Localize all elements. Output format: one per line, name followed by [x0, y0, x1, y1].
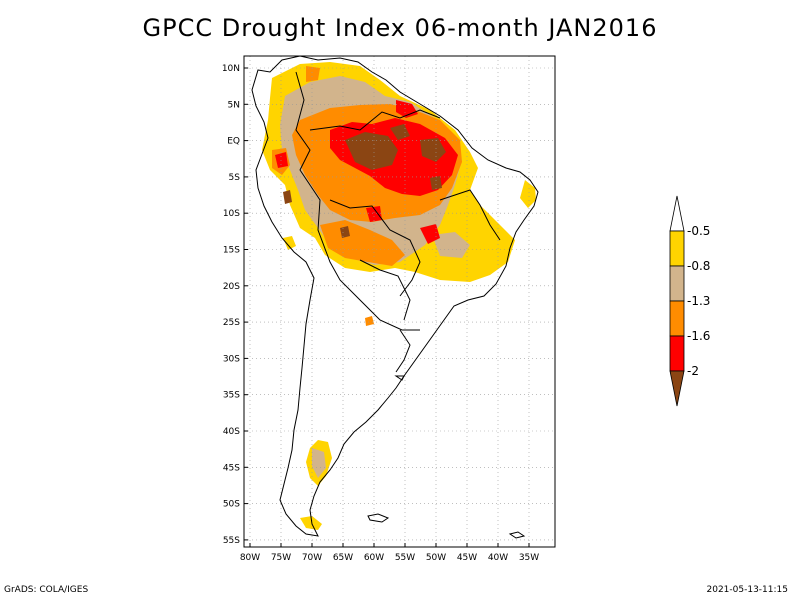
legend-arrow-top	[669, 195, 685, 232]
lat-label: 5S	[229, 173, 241, 183]
lon-label: 35W	[519, 553, 539, 563]
map-frame	[243, 55, 556, 548]
country-border	[329, 199, 421, 297]
lon-label: 70W	[302, 553, 322, 563]
legend-swatch	[669, 230, 685, 267]
drought-region-moderate	[432, 232, 470, 258]
falkland-islands	[367, 513, 390, 523]
country-border	[295, 71, 420, 331]
footer-timestamp: 2021-05-13-11:15	[706, 585, 789, 595]
lon-label: 45W	[457, 553, 477, 563]
lon-label: 80W	[240, 553, 260, 563]
drought-region-extreme	[420, 224, 440, 244]
legend-swatch	[669, 265, 685, 302]
drought-region-extreme	[275, 152, 288, 168]
drought-shading	[262, 62, 536, 530]
legend-swatch	[669, 300, 685, 337]
lat-label: 45S	[223, 463, 240, 473]
lon-label: 75W	[271, 553, 291, 563]
lat-label: 15S	[223, 246, 240, 256]
legend-label: -1.6	[687, 329, 710, 343]
latitude-labels: 10N 5N EQ 5S 10S 15S 20S 25S 30S 35S 40S 45S 50S 55S	[222, 64, 248, 546]
legend-swatch	[669, 335, 685, 372]
drought-region-exceptional	[283, 190, 292, 204]
legend-label: -0.8	[687, 259, 710, 273]
drought-region-mild	[300, 516, 322, 530]
lat-label: 55S	[223, 536, 240, 546]
island-outline	[508, 531, 526, 539]
legend-colorbar: -0.5 -0.8 -1.3 -1.6 -2	[669, 195, 710, 407]
drought-region-exceptional	[340, 226, 350, 238]
footer-credit: GrADS: COLA/IGES	[4, 585, 89, 595]
lat-label: 40S	[223, 427, 240, 437]
lat-label: 35S	[223, 391, 240, 401]
lat-label: 20S	[223, 282, 240, 292]
lon-label: 55W	[395, 553, 415, 563]
legend-label: -1.3	[687, 294, 710, 308]
lon-label: 65W	[333, 553, 353, 563]
drought-region-severe	[365, 316, 374, 326]
drought-region-mild	[283, 236, 296, 250]
lat-label: 30S	[223, 354, 240, 364]
lon-label: 40W	[488, 553, 508, 563]
lat-label: 25S	[223, 318, 240, 328]
coastline	[251, 55, 539, 537]
country-border	[439, 189, 501, 241]
drought-region-exceptional	[430, 176, 442, 190]
lon-label: 60W	[364, 553, 384, 563]
drought-region-exceptional	[345, 132, 398, 170]
drought-region-extreme	[366, 206, 382, 222]
lat-label: EQ	[227, 137, 240, 147]
island-outline	[394, 375, 405, 381]
country-border	[359, 259, 411, 321]
legend-label: -0.5	[687, 224, 710, 238]
drought-region-exceptional	[420, 138, 446, 162]
lat-label: 10S	[223, 209, 240, 219]
longitude-labels: 80W 75W 70W 65W 60W 55W 50W 45W 40W 35W	[240, 543, 539, 563]
lat-label: 10N	[222, 64, 240, 74]
lat-label: 50S	[223, 500, 240, 510]
country-border	[395, 329, 411, 373]
lon-label: 50W	[426, 553, 446, 563]
islands	[367, 375, 526, 539]
drought-region-mild	[520, 180, 536, 208]
legend-arrow-bottom	[669, 370, 685, 407]
country-border	[309, 109, 441, 131]
drought-region-severe	[306, 66, 320, 82]
continent-outline	[251, 55, 539, 537]
drought-region-moderate	[312, 448, 326, 478]
lat-label: 5N	[228, 100, 240, 110]
legend-label: -2	[687, 364, 699, 378]
page-title: GPCC Drought Index 06-month JAN2016	[142, 14, 658, 42]
